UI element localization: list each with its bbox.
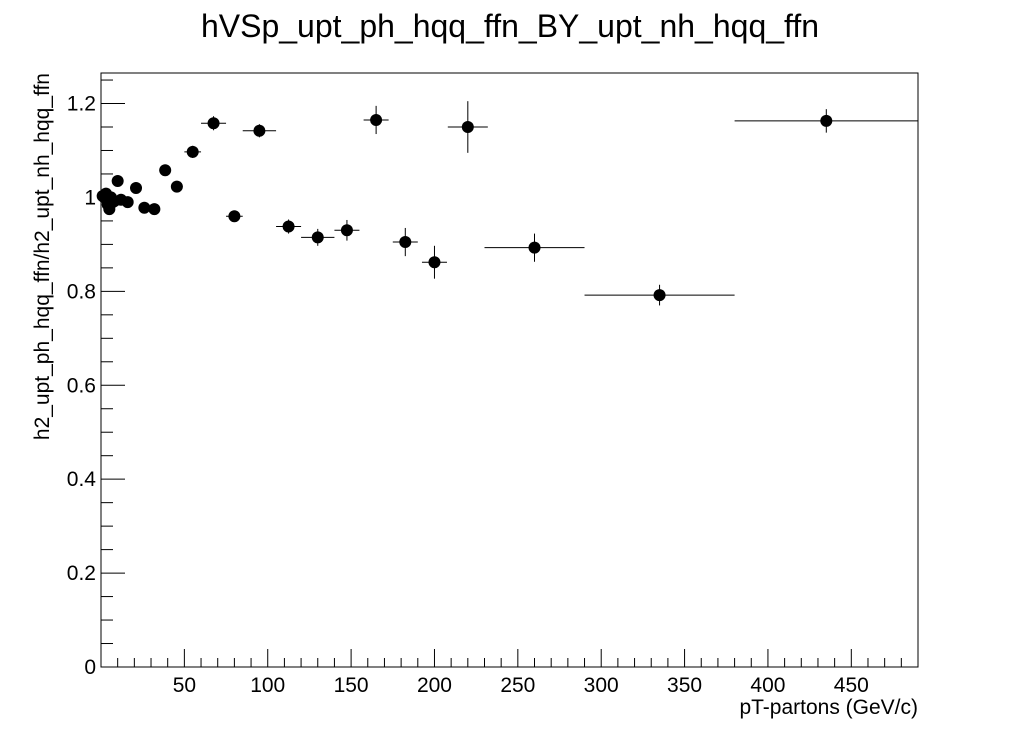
marker <box>228 210 241 223</box>
x-axis-label: pT-partons (GeV/c) <box>739 696 918 719</box>
data-point <box>392 227 418 257</box>
x-tick-label: 100 <box>250 674 285 697</box>
data-point <box>184 145 202 158</box>
data-point <box>421 245 447 279</box>
marker <box>461 121 474 133</box>
x-tick-label: 400 <box>750 674 785 697</box>
data-point <box>447 101 488 153</box>
x-tick-label: 200 <box>417 674 452 697</box>
data-point <box>363 105 389 135</box>
marker <box>121 196 134 209</box>
marker <box>130 182 143 195</box>
y-axis-label: h2_upt_ph_hqq_ffn/h2_upt_nh_hqq_ffn <box>31 73 54 440</box>
y-axis-tick-labels: 0 0.2 0.4 0.6 0.8 1 1.2 <box>67 93 97 679</box>
marker <box>186 145 199 158</box>
data-point <box>584 284 735 306</box>
y-tick-label: 0 <box>84 656 96 679</box>
x-axis-ticks <box>117 649 902 667</box>
data-point <box>170 180 183 193</box>
marker <box>428 256 441 269</box>
y-tick-label: 0.4 <box>67 468 97 491</box>
data-points <box>96 101 918 306</box>
data-point <box>138 201 151 214</box>
data-point <box>226 210 243 223</box>
plot-frame <box>100 72 919 668</box>
data-point <box>121 196 134 209</box>
marker <box>370 113 383 126</box>
data-point <box>334 219 360 241</box>
marker <box>159 164 172 177</box>
x-tick-label: 50 <box>173 674 196 697</box>
marker <box>253 124 266 137</box>
x-tick-label: 250 <box>500 674 535 697</box>
marker <box>653 289 666 302</box>
marker <box>340 224 353 237</box>
data-point <box>484 233 585 262</box>
x-tick-label: 150 <box>334 674 369 697</box>
data-point <box>734 109 918 133</box>
data-point <box>276 219 302 234</box>
y-tick-label: 1 <box>84 186 96 209</box>
data-point <box>301 228 335 246</box>
y-tick-label: 0.8 <box>67 280 96 303</box>
y-axis-ticks <box>101 79 125 645</box>
x-tick-label: 450 <box>834 674 869 697</box>
y-tick-label: 0.2 <box>67 562 96 585</box>
data-point <box>148 203 161 216</box>
x-axis-tick-labels: 50 100 150 200 250 300 350 400 450 <box>173 674 869 697</box>
y-tick-label: 1.2 <box>67 93 96 116</box>
data-point <box>201 116 227 131</box>
marker <box>311 231 324 244</box>
data-point <box>111 175 124 187</box>
marker <box>528 241 541 254</box>
chart-title: hVSp_upt_ph_hqq_ffn_BY_upt_nh_hqq_ffn <box>201 8 819 44</box>
data-point <box>242 124 277 138</box>
x-tick-label: 350 <box>667 674 702 697</box>
data-point <box>130 182 143 195</box>
marker <box>399 236 412 249</box>
marker <box>138 201 151 214</box>
marker <box>170 180 183 193</box>
marker <box>207 117 220 130</box>
data-point <box>159 164 172 177</box>
marker <box>820 114 833 127</box>
x-tick-label: 300 <box>584 674 619 697</box>
marker <box>148 203 161 216</box>
y-tick-label: 0.6 <box>67 374 96 397</box>
marker <box>111 175 124 187</box>
marker <box>282 220 295 233</box>
